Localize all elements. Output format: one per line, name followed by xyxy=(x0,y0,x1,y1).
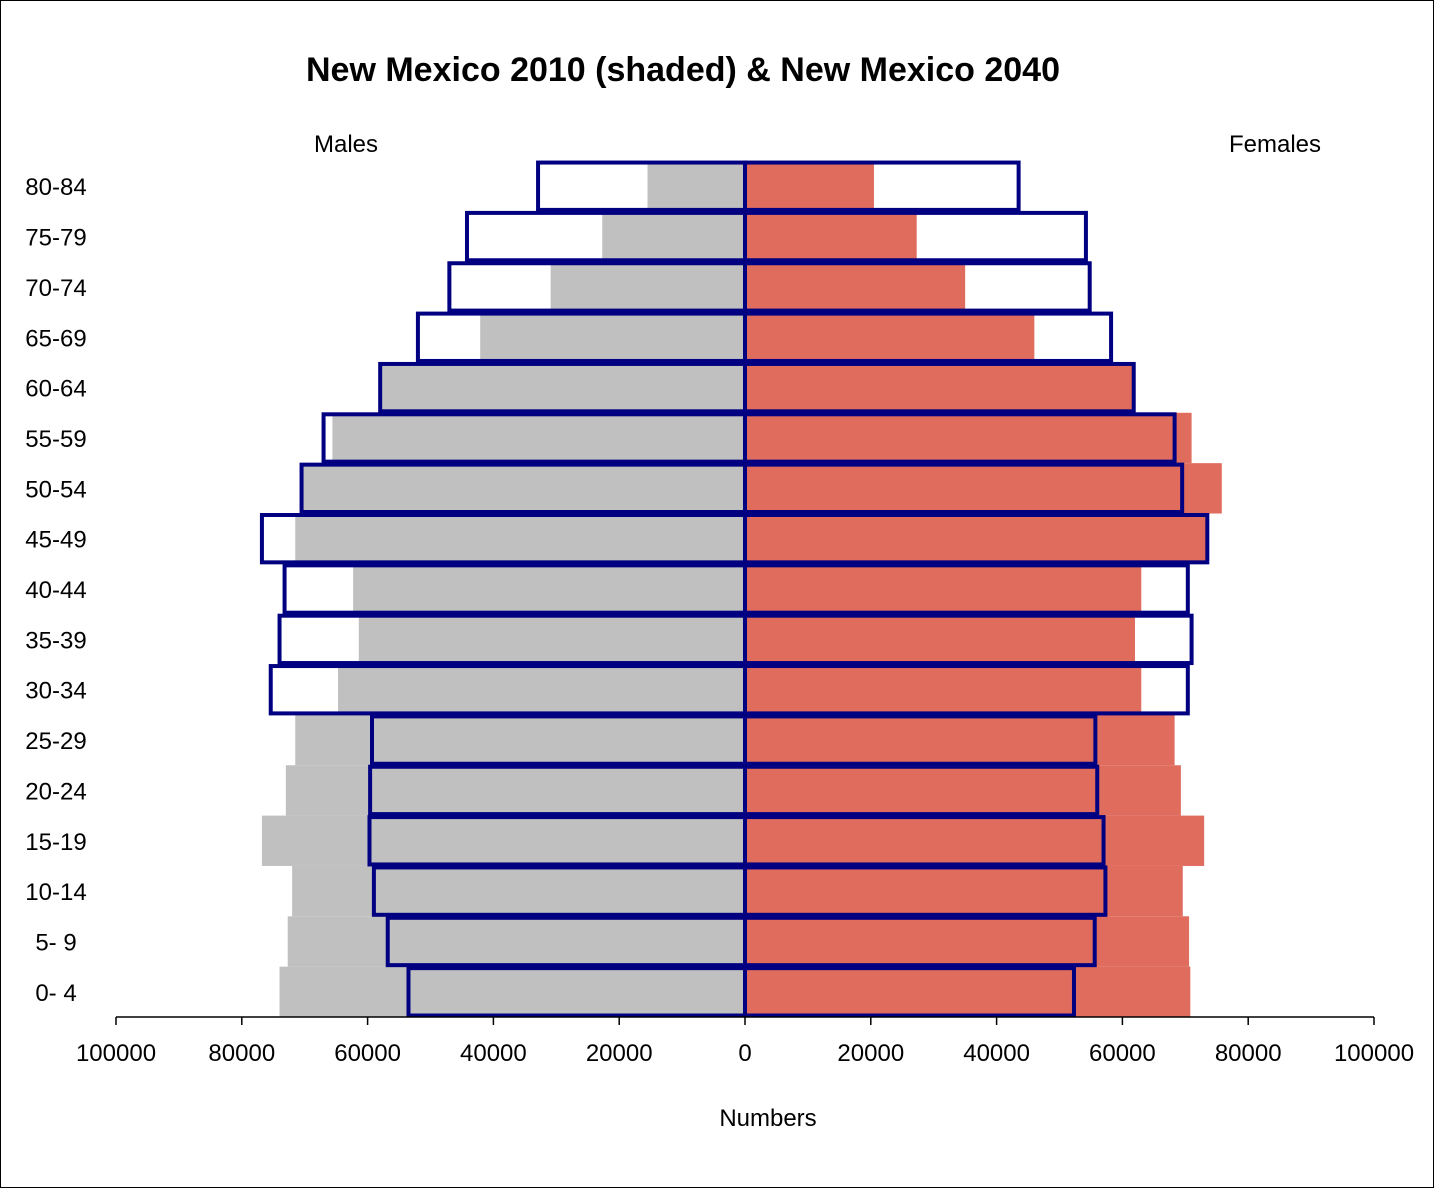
age-group-label: 35-39 xyxy=(25,627,86,654)
age-group-label: 5- 9 xyxy=(35,929,76,956)
male-2010-bar-65-69 xyxy=(480,312,745,363)
female-2010-bar-35-39 xyxy=(745,614,1135,665)
x-tick-label: 0 xyxy=(738,1040,751,1067)
female-2010-bar-25-29 xyxy=(745,714,1175,766)
male-2010-bar-25-29 xyxy=(295,714,745,766)
female-2010-bar-5-9 xyxy=(745,916,1190,967)
female-2010-bar-15-19 xyxy=(745,815,1205,866)
x-tick-label: 80000 xyxy=(1215,1040,1282,1067)
x-axis-title: Numbers xyxy=(719,1105,816,1132)
female-2010-bar-70-74 xyxy=(745,261,966,313)
age-group-label: 65-69 xyxy=(25,325,86,352)
male-2010-bar-70-74 xyxy=(550,261,745,313)
female-2010-bar-80-84 xyxy=(745,161,874,212)
age-group-label: 45-49 xyxy=(25,527,86,554)
male-2010-bar-80-84 xyxy=(647,161,745,212)
males-side-label: Males xyxy=(314,131,378,158)
male-2010-bar-0-4 xyxy=(279,966,745,1017)
age-group-label: 30-34 xyxy=(25,678,86,705)
female-2010-bar-45-49 xyxy=(745,513,1208,564)
female-2010-bar-50-54 xyxy=(745,463,1222,514)
x-tick-labels: 100000 80000 60000 40000 20000 0 20000 40000 600… xyxy=(76,1040,1414,1067)
female-2010-bar-60-64 xyxy=(745,362,1135,413)
x-tick-label: 20000 xyxy=(586,1040,653,1067)
age-group-label: 55-59 xyxy=(25,426,86,453)
age-group-label: 15-19 xyxy=(25,829,86,856)
female-2010-bar-10-14 xyxy=(745,865,1183,917)
male-2010-bar-45-49 xyxy=(295,513,745,564)
x-tick-label: 60000 xyxy=(334,1040,401,1067)
female-2010-bar-30-34 xyxy=(745,664,1142,715)
females-side-label: Females xyxy=(1229,131,1321,158)
bars-2010-shaded xyxy=(261,161,1222,1017)
age-group-label: 25-29 xyxy=(25,728,86,755)
female-2010-bar-20-24 xyxy=(745,765,1181,816)
axes xyxy=(115,161,1375,1025)
female-2010-bar-65-69 xyxy=(745,312,1035,363)
x-tick-label: 100000 xyxy=(1334,1040,1414,1067)
age-group-label: 0- 4 xyxy=(35,980,76,1007)
x-tick-label: 60000 xyxy=(1089,1040,1156,1067)
male-2010-bar-30-34 xyxy=(338,664,745,715)
female-2010-bar-55-59 xyxy=(745,412,1192,464)
age-group-labels: 0- 4 5- 9 10-14 15-19 20-24 25-29 30-34 35-39 40… xyxy=(25,174,86,1007)
male-2010-bar-35-39 xyxy=(358,614,745,665)
age-group-label: 60-64 xyxy=(25,376,86,403)
male-2010-bar-55-59 xyxy=(332,412,745,464)
x-tick-label: 20000 xyxy=(837,1040,904,1067)
age-group-label: 80-84 xyxy=(25,174,86,201)
male-2010-bar-5-9 xyxy=(287,916,745,967)
female-2010-bar-75-79 xyxy=(745,211,917,262)
male-2010-bar-60-64 xyxy=(378,362,745,413)
male-2010-bar-10-14 xyxy=(292,865,745,917)
chart-title: New Mexico 2010 (shaded) & New Mexico 20… xyxy=(306,51,1060,89)
age-group-label: 10-14 xyxy=(25,879,86,906)
age-group-label: 75-79 xyxy=(25,225,86,252)
x-tick-label: 40000 xyxy=(963,1040,1030,1067)
female-2010-bar-40-44 xyxy=(745,563,1142,615)
male-2010-bar-50-54 xyxy=(300,463,745,514)
male-2010-bar-75-79 xyxy=(602,211,745,262)
age-group-label: 70-74 xyxy=(25,275,86,302)
male-2010-bar-20-24 xyxy=(285,765,745,816)
male-2010-bar-15-19 xyxy=(261,815,745,866)
female-2010-bar-0-4 xyxy=(745,966,1191,1017)
age-group-label: 40-44 xyxy=(25,577,86,604)
x-tick-label: 40000 xyxy=(460,1040,527,1067)
x-tick-label: 80000 xyxy=(208,1040,275,1067)
male-2010-bar-40-44 xyxy=(353,563,745,615)
x-tick-label: 100000 xyxy=(76,1040,156,1067)
age-group-label: 50-54 xyxy=(25,476,86,503)
age-group-label: 20-24 xyxy=(25,778,86,805)
